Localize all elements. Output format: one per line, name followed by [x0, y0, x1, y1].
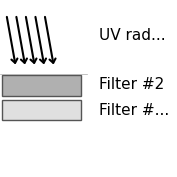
FancyBboxPatch shape — [2, 75, 81, 96]
Text: UV rad...: UV rad... — [99, 28, 165, 43]
Text: Filter #2: Filter #2 — [99, 78, 164, 92]
Text: Filter #...: Filter #... — [99, 103, 169, 118]
FancyBboxPatch shape — [2, 100, 81, 120]
